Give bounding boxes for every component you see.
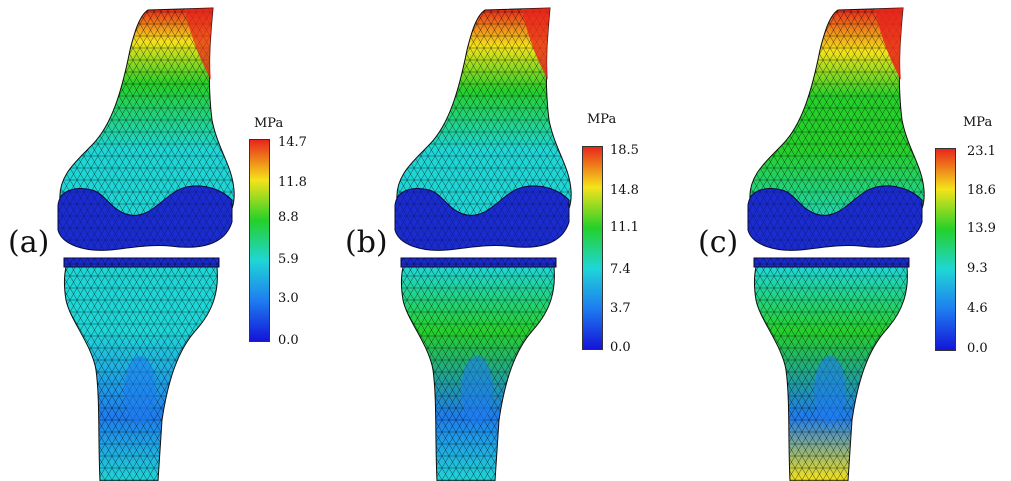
low-stress-region [124,356,156,424]
femur-mesh [59,8,235,238]
tick-label: 7.4 [610,262,631,277]
panel-b: (b) MPa 18.5 14.8 11.1 7.4 3.7 0.0 [337,0,674,481]
tick-label: 3.0 [278,291,299,306]
unit-label-a: MPa [254,116,284,131]
knee-model-a [57,7,235,481]
stress-hotspot [522,8,550,80]
knee-model-c [747,7,925,481]
stress-hotspot [875,8,903,80]
meniscus-mesh [748,185,922,251]
tick-label: 13.9 [967,221,996,236]
tick-label: 9.3 [967,261,988,276]
low-stress-region [814,356,846,424]
panel-label-b: (b) [345,225,388,260]
tick-label: 3.7 [610,301,631,316]
tick-label: 5.9 [278,252,299,267]
meniscus-mesh [395,185,569,251]
tick-label: 14.7 [278,135,307,150]
femur-mesh [749,8,925,238]
colorbar-c [935,148,956,351]
panel-c: (c) MPa 23.1 18.6 13.9 9.3 4.6 0.0 [674,0,1011,481]
tick-label: 11.1 [610,220,639,235]
panel-label-a: (a) [8,225,50,260]
knee-model-b [394,7,572,481]
tick-label: 18.5 [610,143,639,158]
unit-label-b: MPa [587,112,617,127]
tick-label: 8.8 [278,210,299,225]
tick-label: 4.6 [967,301,988,316]
tick-label: 23.1 [967,144,996,159]
tick-label: 0.0 [278,333,299,348]
tick-label: 0.0 [967,341,988,356]
tick-label: 11.8 [278,175,307,190]
unit-label-c: MPa [963,115,993,130]
colorbar-b [582,146,603,350]
meniscus-mesh [58,185,232,251]
stress-hotspot [185,8,213,80]
panel-label-c: (c) [698,225,739,260]
tick-label: 14.8 [610,183,639,198]
tick-label: 18.6 [967,183,996,198]
tick-label: 0.0 [610,340,631,355]
colorbar-a [249,139,270,342]
panel-a: (a) MPa 14.7 11.8 8.8 5.9 3.0 0.0 [0,0,337,481]
femur-mesh [396,8,572,238]
low-stress-region [461,356,493,424]
